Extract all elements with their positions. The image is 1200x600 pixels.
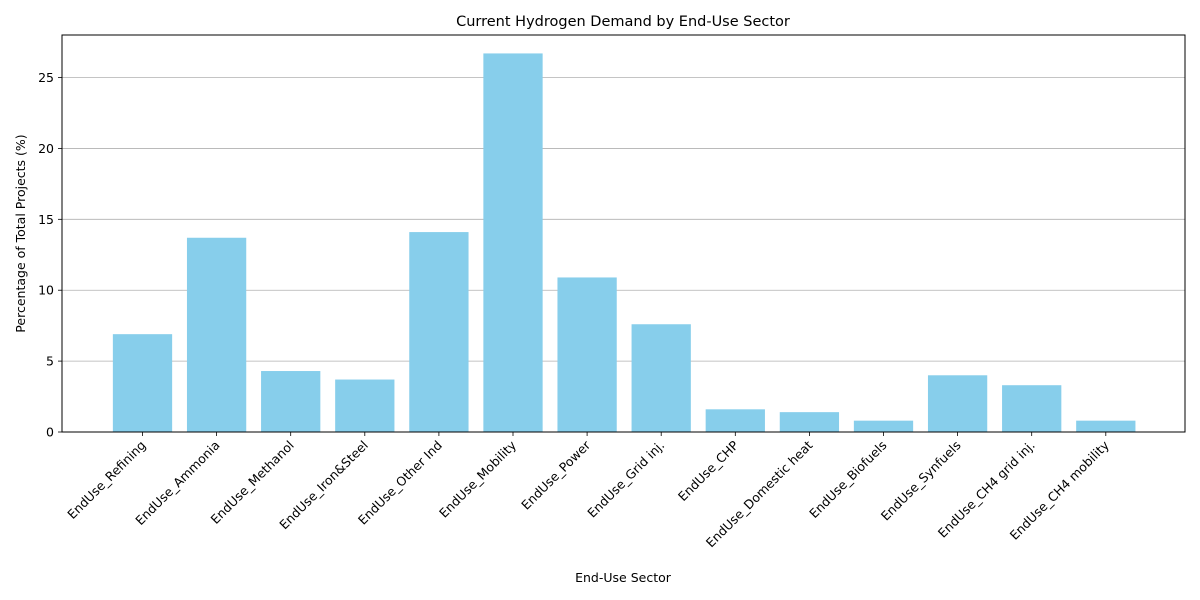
x-tick-label: EndUse_Biofuels xyxy=(806,438,889,521)
x-axis-label: End-Use Sector xyxy=(575,570,672,585)
y-axis-ticks: 0 5 10 15 20 25 xyxy=(38,70,62,440)
y-tick-label: 15 xyxy=(38,212,54,227)
x-tick-label: EndUse_Synfuels xyxy=(878,438,964,524)
y-axis-label: Percentage of Total Projects (%) xyxy=(13,134,28,332)
bar xyxy=(186,237,247,432)
y-tick-label: 5 xyxy=(46,354,54,369)
x-tick-label: EndUse_CHP xyxy=(675,437,742,504)
bar xyxy=(557,277,617,432)
bar xyxy=(705,409,765,432)
x-tick-label: EndUse_Refining xyxy=(64,438,148,522)
bar xyxy=(927,375,988,432)
y-tick-label: 10 xyxy=(38,283,54,298)
bar xyxy=(631,324,691,432)
bar xyxy=(261,371,321,432)
bar xyxy=(779,412,840,432)
plot-frame xyxy=(61,34,1186,433)
x-tick-label: EndUse_Power xyxy=(518,437,594,513)
bar xyxy=(1076,420,1136,432)
x-axis-ticks: EndUse_RefiningEndUse_AmmoniaEndUse_Meth… xyxy=(64,432,1112,550)
x-tick-label: EndUse_Other Ind xyxy=(355,438,445,528)
bar xyxy=(1002,385,1062,432)
x-tick-label: EndUse_Mobility xyxy=(436,437,519,520)
y-tick-label: 20 xyxy=(38,141,54,156)
y-tick-label: 0 xyxy=(46,425,54,440)
bar xyxy=(853,420,914,432)
bar xyxy=(409,232,469,432)
y-tick-label: 25 xyxy=(38,70,54,85)
chart-title: Current Hydrogen Demand by End-Use Secto… xyxy=(456,14,790,30)
bar xyxy=(112,334,173,432)
bars xyxy=(112,53,1136,433)
bar xyxy=(335,379,395,432)
x-tick-label: EndUse_Grid inj. xyxy=(584,438,667,521)
bar xyxy=(483,53,543,433)
